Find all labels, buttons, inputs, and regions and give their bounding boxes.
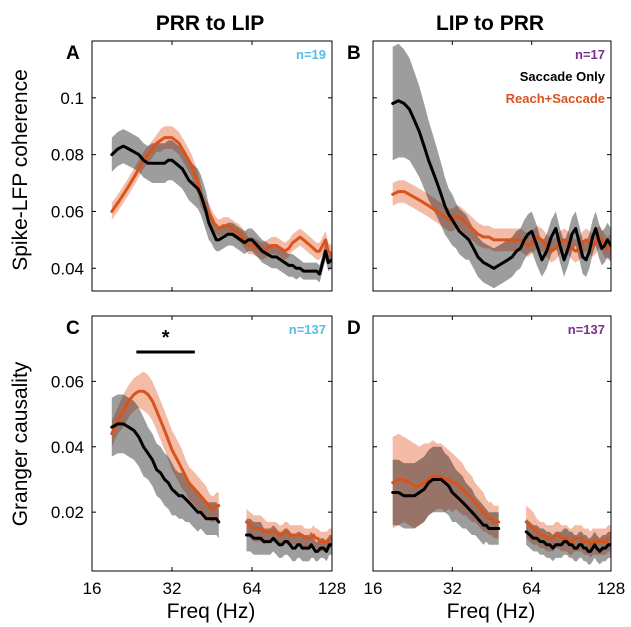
right-x-axis-label: Freq (Hz) (447, 600, 536, 623)
y-tick-label: 0.04 (51, 438, 84, 457)
panel-letter: C (66, 318, 80, 339)
y-tick-label: 0.1 (60, 89, 84, 108)
x-tick-label: 64 (522, 579, 541, 598)
y-tick-label: 0.04 (51, 259, 84, 278)
panel-letter: A (66, 43, 80, 64)
x-tick-label: 64 (243, 579, 262, 598)
row2-y-axis-label: Granger causality (9, 361, 32, 526)
row1-y-axis-label: Spike-LFP coherence (9, 69, 32, 271)
saccade-mean-line-1 (391, 99, 611, 270)
plot-area (110, 371, 332, 562)
sample-size-label: n=17 (575, 47, 605, 62)
sample-size-label: n=19 (296, 47, 326, 62)
y-tick-label: 0.02 (51, 503, 84, 522)
saccade-mean-line-1 (110, 422, 221, 524)
panel-c: 16 32 64 128 0.02 0.04 0.06 C n=137 * (51, 315, 346, 598)
saccade-mean-line-2 (524, 530, 611, 553)
reach-mean-line-2 (524, 520, 611, 547)
left-x-axis-label: Freq (Hz) (167, 600, 256, 623)
y-tick-label: 0.08 (51, 146, 84, 165)
reach-mean-line-1 (110, 389, 221, 511)
reach-mean-line-1 (110, 136, 332, 256)
reach-mean-line-2 (245, 520, 332, 544)
x-tick-label: 128 (597, 579, 625, 598)
significance-star: * (162, 327, 170, 349)
sample-size-label: n=137 (289, 322, 326, 337)
saccade-mean-line-1 (391, 478, 501, 530)
reach-error-band-1 (111, 126, 332, 263)
x-tick-label: 32 (443, 579, 462, 598)
panel-d: 16 32 64 128 D n=137 (347, 315, 625, 598)
reach-error-band-1 (392, 180, 611, 263)
panel-frame (372, 40, 612, 292)
left-column-title: PRR to LIP (156, 12, 265, 35)
reach-mean-line-1 (391, 474, 501, 524)
y-tick-label: 0.06 (51, 372, 84, 391)
plot-area (391, 43, 611, 289)
saccade-error-band-1 (111, 129, 332, 283)
reach-mean-line-1 (391, 190, 611, 253)
panel-letter: B (347, 43, 361, 64)
x-tick-label: 16 (364, 579, 383, 598)
right-column-title: LIP to PRR (436, 12, 544, 35)
x-tick-label: 128 (318, 579, 346, 598)
x-tick-label: 32 (163, 579, 182, 598)
saccade-mean-line-1 (110, 144, 332, 276)
panel-frame (91, 40, 333, 292)
panel-a: 0.04 0.06 0.08 0.1 A n=19 (51, 40, 333, 292)
panel-frame (91, 315, 333, 572)
plot-area (110, 126, 332, 283)
legend-saccade: Saccade Only (520, 69, 606, 84)
legend-reach: Reach+Saccade (506, 91, 605, 106)
y-tick-label: 0.06 (51, 202, 84, 221)
panel-frame (372, 315, 612, 572)
x-tick-label: 16 (83, 579, 102, 598)
sample-size-label: n=137 (568, 322, 605, 337)
panel-letter: D (347, 318, 361, 339)
plot-area (391, 433, 611, 565)
saccade-mean-line-2 (245, 533, 332, 553)
